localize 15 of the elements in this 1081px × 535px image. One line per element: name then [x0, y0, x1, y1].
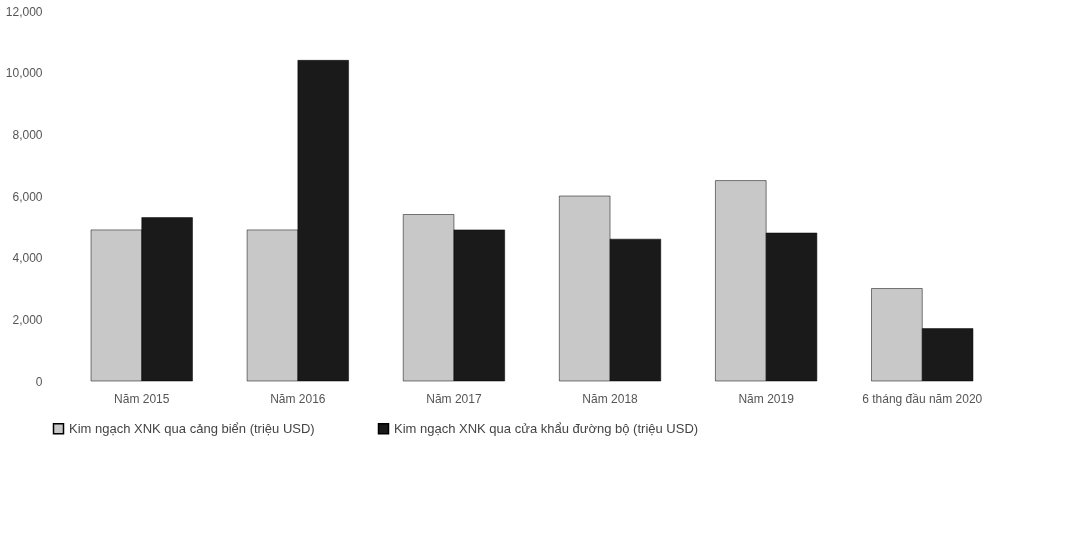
- x-tick-label: Năm 2018: [582, 391, 639, 406]
- y-tick-label: 0: [35, 374, 43, 389]
- x-tick-label: Năm 2019: [738, 391, 795, 406]
- y-tick-label: 8,000: [12, 127, 43, 142]
- y-tick-label: 12,000: [5, 4, 43, 19]
- legend-label: Kim ngạch XNK qua cửa khẩu đường bộ (triệu USD): [394, 420, 699, 436]
- x-tick-label: Năm 2015: [114, 391, 170, 406]
- y-tick-label: 6,000: [12, 189, 43, 204]
- x-tick-label: Năm 2017: [426, 391, 482, 406]
- y-tick-label: 2,000: [12, 312, 43, 327]
- y-tick-label: 10,000: [5, 66, 43, 81]
- legend-label: Kim ngạch XNK qua cảng biển (triệu USD): [69, 420, 315, 436]
- y-tick-label: 4,000: [12, 251, 43, 266]
- x-tick-label: Năm 2016: [270, 391, 326, 406]
- x-tick-label: 6 tháng đầu năm 2020: [862, 391, 983, 406]
